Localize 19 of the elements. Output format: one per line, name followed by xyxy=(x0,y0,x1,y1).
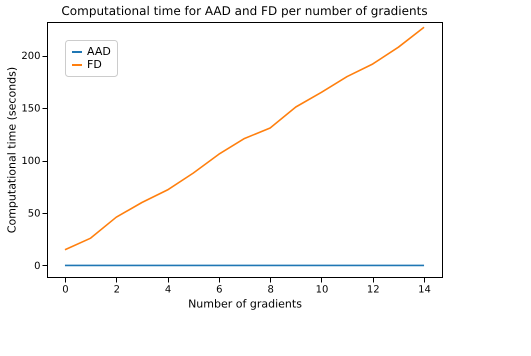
y-axis-title: Computational time (seconds) xyxy=(5,66,18,234)
x-axis-title: Number of gradients xyxy=(188,298,302,310)
y-tick-label: 50 xyxy=(28,208,40,220)
y-tick-label: 100 xyxy=(21,156,40,168)
x-tick-label: 8 xyxy=(267,284,274,296)
x-tick-label: 4 xyxy=(164,284,172,296)
legend-label: FD xyxy=(87,58,102,71)
x-tick-label: 0 xyxy=(62,284,69,296)
x-tick-label: 14 xyxy=(418,284,431,296)
legend-label: AAD xyxy=(87,45,111,58)
x-tick-label: 6 xyxy=(216,284,223,296)
x-tick-label: 12 xyxy=(366,284,380,296)
chart-title: Computational time for AAD and FD per number of gradients xyxy=(61,4,428,18)
line-series xyxy=(64,26,425,251)
y-tick-label: 200 xyxy=(21,51,40,62)
y-tick-label: 150 xyxy=(21,104,40,115)
y-tick-label: 0 xyxy=(34,260,40,272)
x-tick-label: 2 xyxy=(114,284,120,296)
x-tick-label: 10 xyxy=(316,284,328,296)
